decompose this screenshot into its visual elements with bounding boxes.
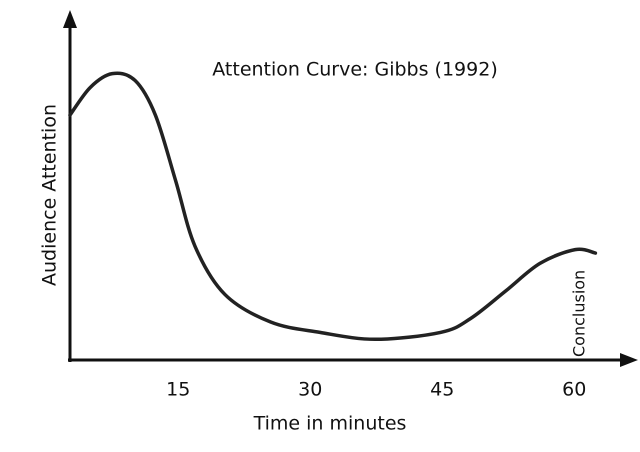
x-tick-label: 15: [166, 379, 190, 401]
y-axis-label: Audience Attention: [39, 104, 61, 286]
line-series: [68, 71, 598, 342]
x-axis-arrow: [620, 353, 638, 367]
y-axis-arrow: [63, 10, 77, 28]
chart-title: Attention Curve: Gibbs (1992): [212, 59, 497, 81]
x-tick-label: 60: [562, 379, 586, 401]
annotation: Conclusion: [570, 270, 589, 357]
x-axis-label: Time in minutes: [253, 413, 407, 435]
x-tick-label: 30: [298, 379, 322, 401]
x-tick-label: 45: [430, 379, 454, 401]
